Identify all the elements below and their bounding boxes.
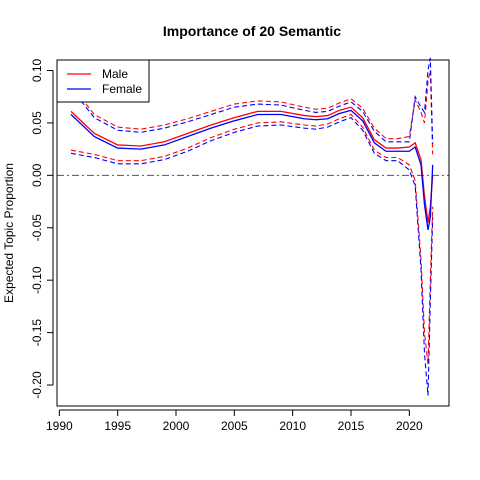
chart-title: Importance of 20 Semantic (163, 23, 341, 39)
male-series-line (70, 106, 434, 223)
y-axis-title: Expected Topic Proportion (2, 163, 16, 303)
x-tick-label: 2020 (396, 419, 423, 433)
x-tick-label: 2005 (221, 419, 248, 433)
legend-label-female: Female (102, 82, 142, 96)
x-tick-label: 2010 (279, 419, 306, 433)
x-tick-label: 2015 (338, 419, 365, 433)
female-upper-bound (70, 57, 434, 144)
y-tick-label: -0.10 (30, 266, 44, 294)
axes: 1990 1995 2000 2005 2010 2015 2020 -0.20 -0.15 -0… (30, 58, 450, 433)
y-tick-label: -0.20 (30, 371, 44, 399)
plot-area (57, 57, 449, 396)
legend-box (56, 59, 150, 103)
y-tick-label: -0.05 (30, 214, 44, 242)
female-lower-bound (70, 117, 434, 396)
x-tick-label: 1990 (46, 419, 73, 433)
legend-label-male: Male (102, 67, 128, 81)
y-tick-label: 0.10 (30, 58, 44, 82)
male-upper-bound (70, 70, 434, 155)
plot-frame (56, 59, 450, 407)
female-series-line (70, 109, 434, 230)
y-tick-label: 0.00 (30, 163, 44, 187)
y-tick-label: 0.05 (30, 111, 44, 135)
x-tick-label: 1995 (104, 419, 131, 433)
male-lower-bound (70, 113, 434, 365)
y-tick-label: -0.15 (30, 319, 44, 347)
x-tick-label: 2000 (163, 419, 190, 433)
